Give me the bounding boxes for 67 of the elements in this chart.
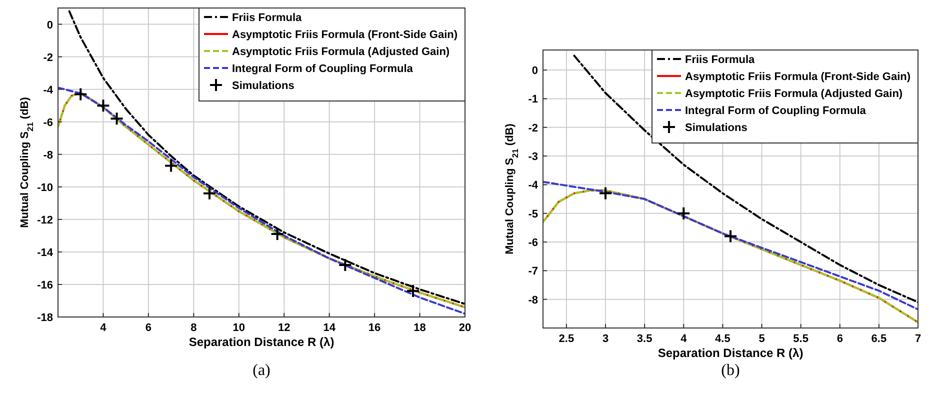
y-tick-label: -8 [43,149,53,162]
y-tick-label: -14 [37,246,54,259]
x-tick-label: 3 [602,333,609,345]
legend-label: Asymptotic Friis Formula (Adjusted Gain) [232,46,450,58]
text: (a) [252,362,270,379]
y-tick-label: -4 [43,84,54,96]
y-tick-label: -4 [528,180,539,192]
point [164,158,178,173]
legend-label: Asymptotic Friis Formula (Adjusted Gain) [685,88,903,100]
x-tick-label: 5 [758,333,765,345]
y-tick-label: -2 [43,52,53,64]
legend-label: Asymptotic Friis Formula (Front-Side Gain) [232,29,458,41]
legend-label: Simulations [232,80,294,92]
y-tick-label: -5 [528,208,538,220]
x-tick-label: 5.5 [793,333,808,345]
x-axis-title: Separation Distance R (λ) [658,346,804,360]
y-tick-label: -18 [37,312,53,324]
text: (b) [721,362,740,379]
point [110,112,124,126]
line-series [543,189,918,324]
x-tick-label: 10 [232,322,246,334]
x-tick-label: 20 [458,322,472,334]
x-tick-label: 4 [100,322,108,334]
x-tick-label: 2.5 [558,333,574,345]
x-tick-label: 8 [190,322,197,334]
x-tick-label: 18 [414,322,426,334]
x-tick-label: 6 [836,333,843,345]
legend-label: Friis Formula [685,54,756,66]
x-tick-label: 6 [145,322,152,334]
y-tick-label: -1 [528,94,538,106]
y-tick-label: -6 [528,237,538,250]
y-tick-label: -7 [528,266,538,278]
point [96,98,110,113]
y-tick-label: -12 [37,214,53,226]
legend-label: Friis Formula [232,12,303,24]
y-tick-label: -10 [37,182,53,194]
point [598,186,612,200]
legend-label: Integral Form of Coupling Formula [232,63,414,75]
point [270,227,284,242]
y-tick-label: -16 [37,279,53,292]
line-series [573,54,918,304]
x-tick-label: 14 [323,322,336,334]
legend-label: Integral Form of Coupling Formula [685,105,867,117]
y-tick-label: 0 [46,19,53,32]
y-tick-label: -8 [528,294,538,306]
y-tick-label: -2 [528,122,538,134]
y-tick-label: -3 [528,151,538,164]
line-series [543,180,918,310]
point [724,229,738,244]
y-tick-label: -6 [43,116,53,129]
x-tick-label: 6.5 [871,333,887,345]
point [676,206,691,220]
y-tick-label: 0 [532,65,538,78]
x-tick-label: 7 [914,333,922,345]
x-tick-label: 16 [368,322,381,334]
point [202,186,216,200]
x-tick-label: 4 [680,333,688,345]
point [338,258,352,272]
legend-label: Asymptotic Friis Formula (Front-Side Gain) [685,71,911,83]
x-tick-label: 12 [278,322,290,334]
x-tick-label: 3.5 [636,333,652,345]
x-tick-label: 4.5 [715,333,730,345]
x-axis-title: Separation Distance R (λ) [188,335,334,349]
line-series [68,10,465,305]
point [74,87,88,102]
legend-label: Simulations [685,122,748,134]
point [406,284,420,298]
